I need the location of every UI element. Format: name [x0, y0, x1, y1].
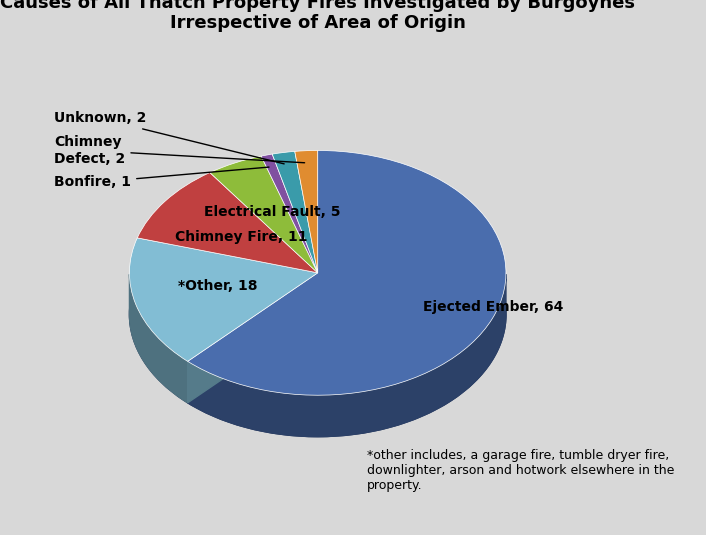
Ellipse shape — [129, 192, 506, 437]
Wedge shape — [129, 238, 318, 361]
Wedge shape — [295, 150, 318, 273]
Text: Bonfire, 1: Bonfire, 1 — [54, 167, 269, 189]
Wedge shape — [261, 154, 318, 273]
Wedge shape — [273, 151, 318, 273]
Wedge shape — [188, 150, 506, 395]
Text: *Other, 18: *Other, 18 — [178, 279, 258, 293]
Title: Causes of All Thatch Property Fires Investigated by Burgoynes
Irrespective of Ar: Causes of All Thatch Property Fires Inve… — [0, 0, 635, 33]
Text: Electrical Fault, 5: Electrical Fault, 5 — [204, 205, 340, 219]
Wedge shape — [137, 173, 318, 273]
Polygon shape — [188, 274, 506, 437]
Wedge shape — [210, 156, 318, 273]
Polygon shape — [188, 273, 318, 403]
Text: Chimney
Defect, 2: Chimney Defect, 2 — [54, 135, 304, 165]
Text: *other includes, a garage fire, tumble dryer fire,
downlighter, arson and hotwor: *other includes, a garage fire, tumble d… — [367, 449, 674, 492]
Text: Unknown, 2: Unknown, 2 — [54, 111, 285, 164]
Text: Chimney Fire, 11: Chimney Fire, 11 — [175, 230, 308, 244]
Polygon shape — [129, 274, 188, 403]
Text: Ejected Ember, 64: Ejected Ember, 64 — [423, 300, 563, 314]
Polygon shape — [188, 273, 318, 403]
